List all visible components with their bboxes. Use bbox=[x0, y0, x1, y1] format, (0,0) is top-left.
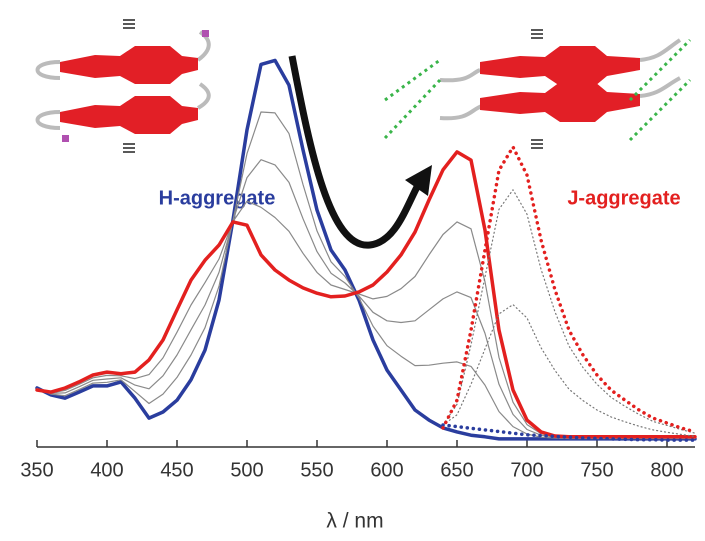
x-tick-label: 450 bbox=[160, 459, 193, 481]
absorption-line bbox=[36, 111, 696, 440]
h-aggregate-illustration bbox=[35, 19, 211, 153]
x-tick-label: 600 bbox=[370, 459, 403, 481]
x-tick-label: 500 bbox=[230, 459, 263, 481]
j-aggregate-label: J-aggregate bbox=[567, 187, 680, 209]
x-tick-label: 750 bbox=[580, 459, 613, 481]
emission-line bbox=[441, 145, 697, 434]
x-tick-label: 400 bbox=[90, 459, 123, 481]
h-aggregate-label: H-aggregate bbox=[159, 187, 276, 209]
x-tick-label: 550 bbox=[300, 459, 333, 481]
absorption-line bbox=[35, 150, 697, 439]
x-tick-label: 800 bbox=[650, 459, 683, 481]
x-tick-label: 350 bbox=[20, 459, 53, 481]
emission-line bbox=[442, 189, 696, 434]
j-aggregate-illustration bbox=[383, 29, 692, 149]
emission-line bbox=[441, 423, 697, 442]
x-axis-label: λ / nm bbox=[326, 510, 383, 533]
x-tick-label: 700 bbox=[510, 459, 543, 481]
arrow bbox=[288, 55, 432, 249]
x-tick-label: 650 bbox=[440, 459, 473, 481]
emission-line bbox=[442, 304, 696, 437]
